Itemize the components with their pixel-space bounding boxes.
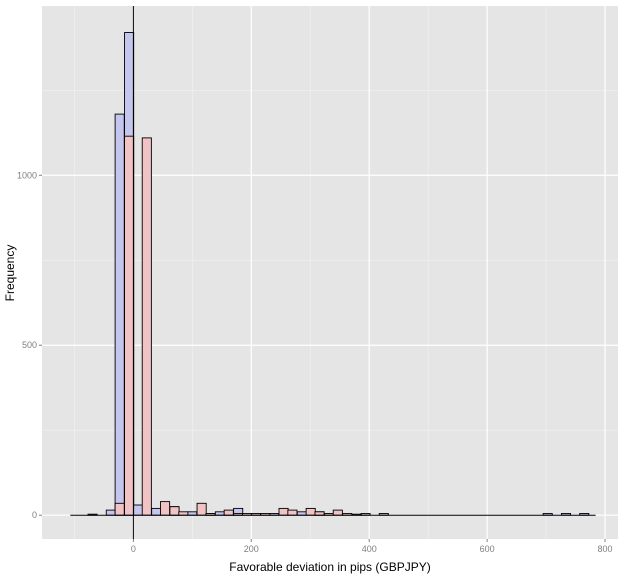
histogram-bar [196, 502, 207, 516]
histogram-bar [187, 511, 198, 516]
histogram-bar [296, 511, 307, 516]
histogram-bar [105, 509, 116, 516]
x-axis-ticks: 0 200 400 600 800 [131, 539, 613, 554]
reference-lines [70, 6, 596, 539]
x-axis-title: Favorable deviation in pips (GBPJPY) [229, 560, 430, 574]
bars [87, 32, 590, 516]
histogram-bar [114, 502, 125, 516]
histogram-bar [332, 509, 343, 516]
histogram-bar [151, 507, 162, 516]
x-tick-label: 400 [362, 544, 377, 554]
minor-gridlines [42, 6, 618, 539]
histogram-bar [124, 135, 135, 516]
y-tick-label: 500 [22, 340, 37, 350]
histogram-bar [114, 113, 125, 516]
x-tick-label: 600 [480, 544, 495, 554]
y-axis-title: Frequency [3, 245, 17, 302]
histogram-bar [169, 506, 180, 516]
y-axis-ticks: 0 500 1000 [17, 170, 42, 520]
plot-panel [42, 6, 618, 539]
histogram-bar [314, 511, 325, 516]
histogram-bar [214, 511, 225, 516]
x-tick-label: 800 [598, 544, 613, 554]
histogram-bar [223, 509, 234, 516]
y-tick-label: 0 [32, 510, 37, 520]
histogram-bar [160, 501, 171, 516]
histogram-bar [178, 511, 189, 516]
histogram-bar [278, 507, 289, 516]
x-tick-label: 200 [244, 544, 259, 554]
y-tick-label: 1000 [17, 170, 37, 180]
histogram-bar [287, 509, 298, 516]
histogram-bar [305, 507, 316, 516]
histogram-bar [141, 137, 152, 516]
histogram-bar [132, 504, 143, 516]
x-tick-label: 0 [131, 544, 136, 554]
